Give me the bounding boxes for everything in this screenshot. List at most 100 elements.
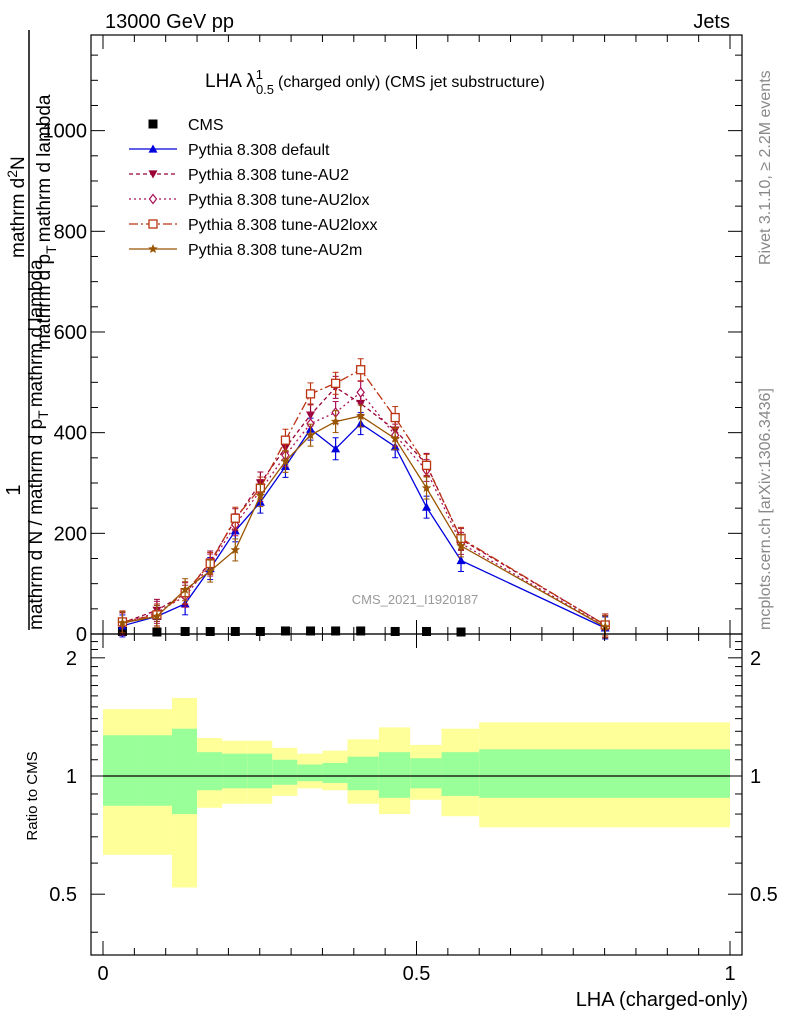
- ratio-y-tick-label: 1: [66, 766, 77, 788]
- marker-open-square: [356, 365, 366, 375]
- marker-square: [422, 626, 432, 636]
- ratio-y-tick-label: 2: [66, 648, 77, 670]
- ratio-inner-band: [322, 762, 348, 783]
- marker-open-square: [305, 389, 316, 399]
- ylabel-one: 1: [3, 484, 25, 495]
- main-plot-axes: 0 200 400 600 800 1000: [43, 34, 743, 646]
- header-right: Jets: [693, 11, 730, 33]
- marker-diamond: [148, 193, 158, 205]
- mcplots-label: mcplots.cern.ch [arXiv:1306.3436]: [757, 388, 774, 630]
- marker-square: [390, 626, 400, 636]
- marker-open-square: [421, 460, 432, 471]
- ylabel-bottom: mathrm d N / mathrm d pTmathrm d lambda: [26, 259, 51, 630]
- marker-open-square: [330, 378, 341, 388]
- x-tick-label: 0.5: [403, 963, 431, 985]
- legend-label: Pythia 8.308 tune-AU2: [188, 167, 349, 184]
- rivet-label: Rivet 3.1.10, ≥ 2.2M events: [757, 70, 774, 265]
- ratio-inner-band: [297, 764, 323, 782]
- marker-star: [280, 456, 291, 466]
- marker-star: [230, 544, 241, 554]
- ratio-inner-band: [197, 752, 223, 791]
- ratio-bands: [103, 698, 730, 888]
- marker-triangle-up: [148, 144, 158, 153]
- legend-label: Pythia 8.308 tune-AU2lox: [188, 192, 369, 209]
- ratio-inner-band: [347, 756, 379, 791]
- marker-square: [306, 626, 316, 636]
- marker-square: [180, 626, 190, 636]
- ratio-inner-band: [272, 759, 298, 785]
- ratio-inner-band: [479, 749, 730, 798]
- marker-star: [456, 540, 466, 550]
- marker-star: [330, 416, 341, 426]
- x-tick-label: 1: [724, 963, 735, 985]
- marker-star: [390, 433, 400, 443]
- x-tick-label: 0: [97, 963, 108, 985]
- marker-diamond: [356, 386, 365, 398]
- marker-triangle-up: [456, 556, 466, 565]
- series-line: [122, 415, 606, 628]
- marker-star: [205, 566, 215, 576]
- legend-item-au2: Pythia 8.308 tune-AU2: [129, 167, 349, 184]
- marker-star: [117, 617, 128, 627]
- marker-star: [255, 490, 266, 500]
- ratio-inner-band: [137, 735, 172, 806]
- marker-square: [280, 626, 290, 636]
- series-cms: [117, 626, 466, 637]
- ratio-y-tick-label-right: 1: [750, 766, 761, 788]
- main-y-tick-label: 400: [54, 423, 87, 445]
- legend-item-default: Pythia 8.308 default: [129, 142, 330, 159]
- marker-open-square: [230, 513, 240, 523]
- main-y-axis-label: 1 mathrm d N / mathrm d pTmathrm d lambd…: [3, 30, 59, 630]
- ratio-y-tick-label-right: 0.5: [750, 884, 778, 906]
- ylabel-denominator: mathrm d pTmathrm d lambda: [34, 94, 59, 350]
- marker-star: [600, 621, 610, 631]
- ratio-inner-band: [378, 752, 411, 798]
- legend-item-au2lox: Pythia 8.308 tune-AU2lox: [129, 192, 369, 209]
- ratio-inner-band: [247, 753, 273, 789]
- ratio-inner-band: [171, 728, 198, 815]
- marker-square: [148, 119, 158, 129]
- marker-square: [331, 626, 341, 636]
- marker-open-square: [148, 219, 158, 229]
- watermark: CMS_2021_I1920187: [352, 592, 479, 607]
- marker-square: [255, 626, 265, 636]
- marker-open-square: [390, 412, 400, 423]
- main-y-tick-label: 200: [54, 523, 87, 545]
- main-y-tick-label: 1000: [43, 121, 88, 143]
- x-axis-label: LHA (charged-only): [576, 989, 748, 1011]
- series-line: [122, 368, 606, 626]
- marker-star: [148, 244, 158, 254]
- ratio-plot-axes: 0.5 0.5 1 1 2 2 0 0.5 1: [49, 633, 778, 985]
- series-line: [122, 386, 606, 626]
- ratio-inner-band: [222, 753, 248, 789]
- main-y-tick-label: 800: [54, 221, 87, 243]
- main-y-tick-label: 600: [54, 322, 87, 344]
- ratio-inner-band: [441, 752, 480, 796]
- marker-triangle-down: [148, 170, 158, 179]
- marker-triangle-down: [356, 399, 366, 408]
- main-title-rest: (charged only) (CMS jet substructure): [278, 74, 545, 91]
- legend-item-au2m: Pythia 8.308 tune-AU2m: [129, 242, 362, 259]
- marker-star: [421, 483, 432, 493]
- marker-square: [205, 626, 215, 636]
- ratio-y-label: Ratio to CMS: [24, 751, 41, 840]
- marker-triangle-up: [422, 502, 432, 511]
- main-title-sub: 0.5: [256, 82, 274, 97]
- ratio-inner-band: [103, 735, 138, 806]
- marker-star: [180, 584, 190, 594]
- marker-triangle-up: [331, 444, 341, 453]
- ratio-y-tick-label: 0.5: [49, 884, 77, 906]
- ylabel-numerator: mathrm d2N: [4, 156, 29, 258]
- marker-star: [305, 430, 316, 440]
- legend-item-au2loxx: Pythia 8.308 tune-AU2loxx: [129, 217, 377, 234]
- legend-label: Pythia 8.308 tune-AU2m: [188, 242, 362, 259]
- marker-square: [230, 626, 240, 636]
- marker-star: [152, 611, 162, 621]
- legend-item-cms: CMS: [148, 117, 224, 134]
- main-title: LHA λ1 0.5 (charged only) (CMS jet substru…: [205, 67, 545, 97]
- legend-label: Pythia 8.308 default: [188, 142, 330, 159]
- main-y-tick-label: 0: [76, 624, 87, 646]
- legend: CMS Pythia 8.308 default Pythia 8.308 tune…: [129, 117, 377, 259]
- marker-square: [356, 626, 366, 636]
